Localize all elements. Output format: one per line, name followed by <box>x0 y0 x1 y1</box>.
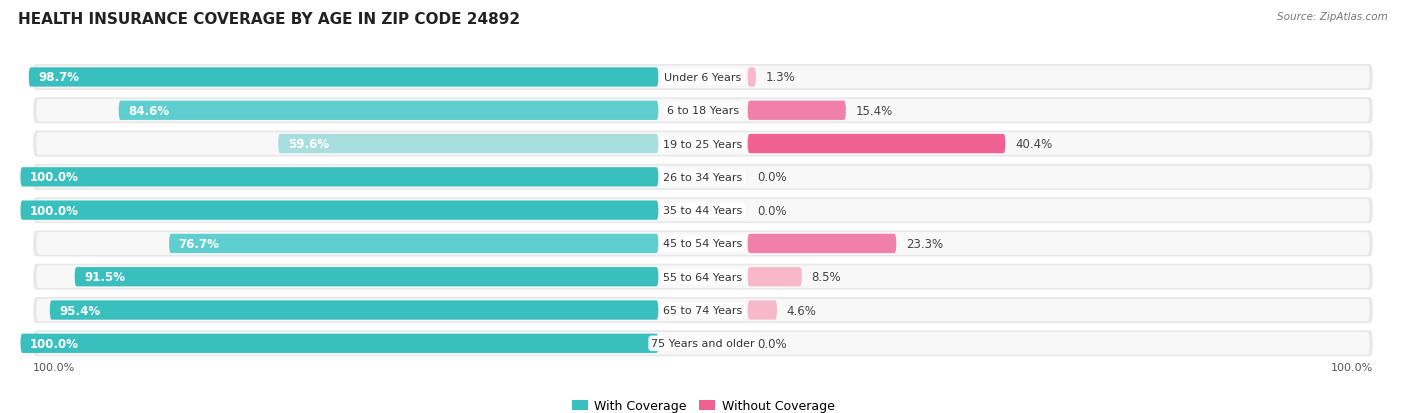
Text: 100.0%: 100.0% <box>34 362 76 373</box>
FancyBboxPatch shape <box>21 334 658 353</box>
Text: 1.3%: 1.3% <box>765 71 796 84</box>
FancyBboxPatch shape <box>278 135 658 154</box>
Text: 40.4%: 40.4% <box>1015 138 1052 151</box>
FancyBboxPatch shape <box>75 268 658 287</box>
Text: 100.0%: 100.0% <box>30 204 79 217</box>
Text: 76.7%: 76.7% <box>179 237 219 250</box>
Text: 91.5%: 91.5% <box>84 271 125 284</box>
FancyBboxPatch shape <box>37 199 1369 222</box>
Text: 35 to 44 Years: 35 to 44 Years <box>664 206 742 216</box>
Text: 95.4%: 95.4% <box>59 304 100 317</box>
FancyBboxPatch shape <box>748 68 756 88</box>
FancyBboxPatch shape <box>34 198 1372 223</box>
Text: 100.0%: 100.0% <box>30 337 79 350</box>
Text: 59.6%: 59.6% <box>288 138 329 151</box>
FancyBboxPatch shape <box>37 266 1369 288</box>
FancyBboxPatch shape <box>49 301 658 320</box>
FancyBboxPatch shape <box>37 166 1369 189</box>
FancyBboxPatch shape <box>748 234 896 254</box>
FancyBboxPatch shape <box>169 234 658 254</box>
FancyBboxPatch shape <box>34 98 1372 124</box>
Text: 6 to 18 Years: 6 to 18 Years <box>666 106 740 116</box>
Text: 45 to 54 Years: 45 to 54 Years <box>664 239 742 249</box>
Text: 26 to 34 Years: 26 to 34 Years <box>664 173 742 183</box>
Text: 0.0%: 0.0% <box>758 204 787 217</box>
FancyBboxPatch shape <box>748 301 778 320</box>
Text: 19 to 25 Years: 19 to 25 Years <box>664 139 742 149</box>
FancyBboxPatch shape <box>37 66 1369 89</box>
FancyBboxPatch shape <box>34 164 1372 190</box>
Text: Source: ZipAtlas.com: Source: ZipAtlas.com <box>1277 12 1388 22</box>
FancyBboxPatch shape <box>34 297 1372 323</box>
FancyBboxPatch shape <box>34 330 1372 356</box>
FancyBboxPatch shape <box>37 299 1369 322</box>
Text: 0.0%: 0.0% <box>758 337 787 350</box>
Text: 84.6%: 84.6% <box>128 104 169 117</box>
FancyBboxPatch shape <box>34 231 1372 257</box>
Text: 0.0%: 0.0% <box>758 171 787 184</box>
Text: 100.0%: 100.0% <box>30 171 79 184</box>
Text: 23.3%: 23.3% <box>905 237 943 250</box>
FancyBboxPatch shape <box>748 135 1005 154</box>
Text: 55 to 64 Years: 55 to 64 Years <box>664 272 742 282</box>
Text: 75 Years and older: 75 Years and older <box>651 339 755 349</box>
FancyBboxPatch shape <box>21 201 658 220</box>
Text: HEALTH INSURANCE COVERAGE BY AGE IN ZIP CODE 24892: HEALTH INSURANCE COVERAGE BY AGE IN ZIP … <box>18 12 520 27</box>
FancyBboxPatch shape <box>37 133 1369 156</box>
FancyBboxPatch shape <box>748 268 801 287</box>
FancyBboxPatch shape <box>34 264 1372 290</box>
FancyBboxPatch shape <box>37 100 1369 122</box>
FancyBboxPatch shape <box>37 233 1369 255</box>
Text: 15.4%: 15.4% <box>855 104 893 117</box>
FancyBboxPatch shape <box>28 68 658 88</box>
Text: 98.7%: 98.7% <box>38 71 79 84</box>
Text: 100.0%: 100.0% <box>1330 362 1372 373</box>
FancyBboxPatch shape <box>37 332 1369 355</box>
Text: 4.6%: 4.6% <box>786 304 817 317</box>
FancyBboxPatch shape <box>118 101 658 121</box>
Legend: With Coverage, Without Coverage: With Coverage, Without Coverage <box>567 394 839 413</box>
FancyBboxPatch shape <box>34 131 1372 157</box>
FancyBboxPatch shape <box>21 168 658 187</box>
FancyBboxPatch shape <box>748 101 846 121</box>
Text: 8.5%: 8.5% <box>811 271 841 284</box>
Text: 65 to 74 Years: 65 to 74 Years <box>664 305 742 315</box>
FancyBboxPatch shape <box>34 65 1372 91</box>
Text: Under 6 Years: Under 6 Years <box>665 73 741 83</box>
